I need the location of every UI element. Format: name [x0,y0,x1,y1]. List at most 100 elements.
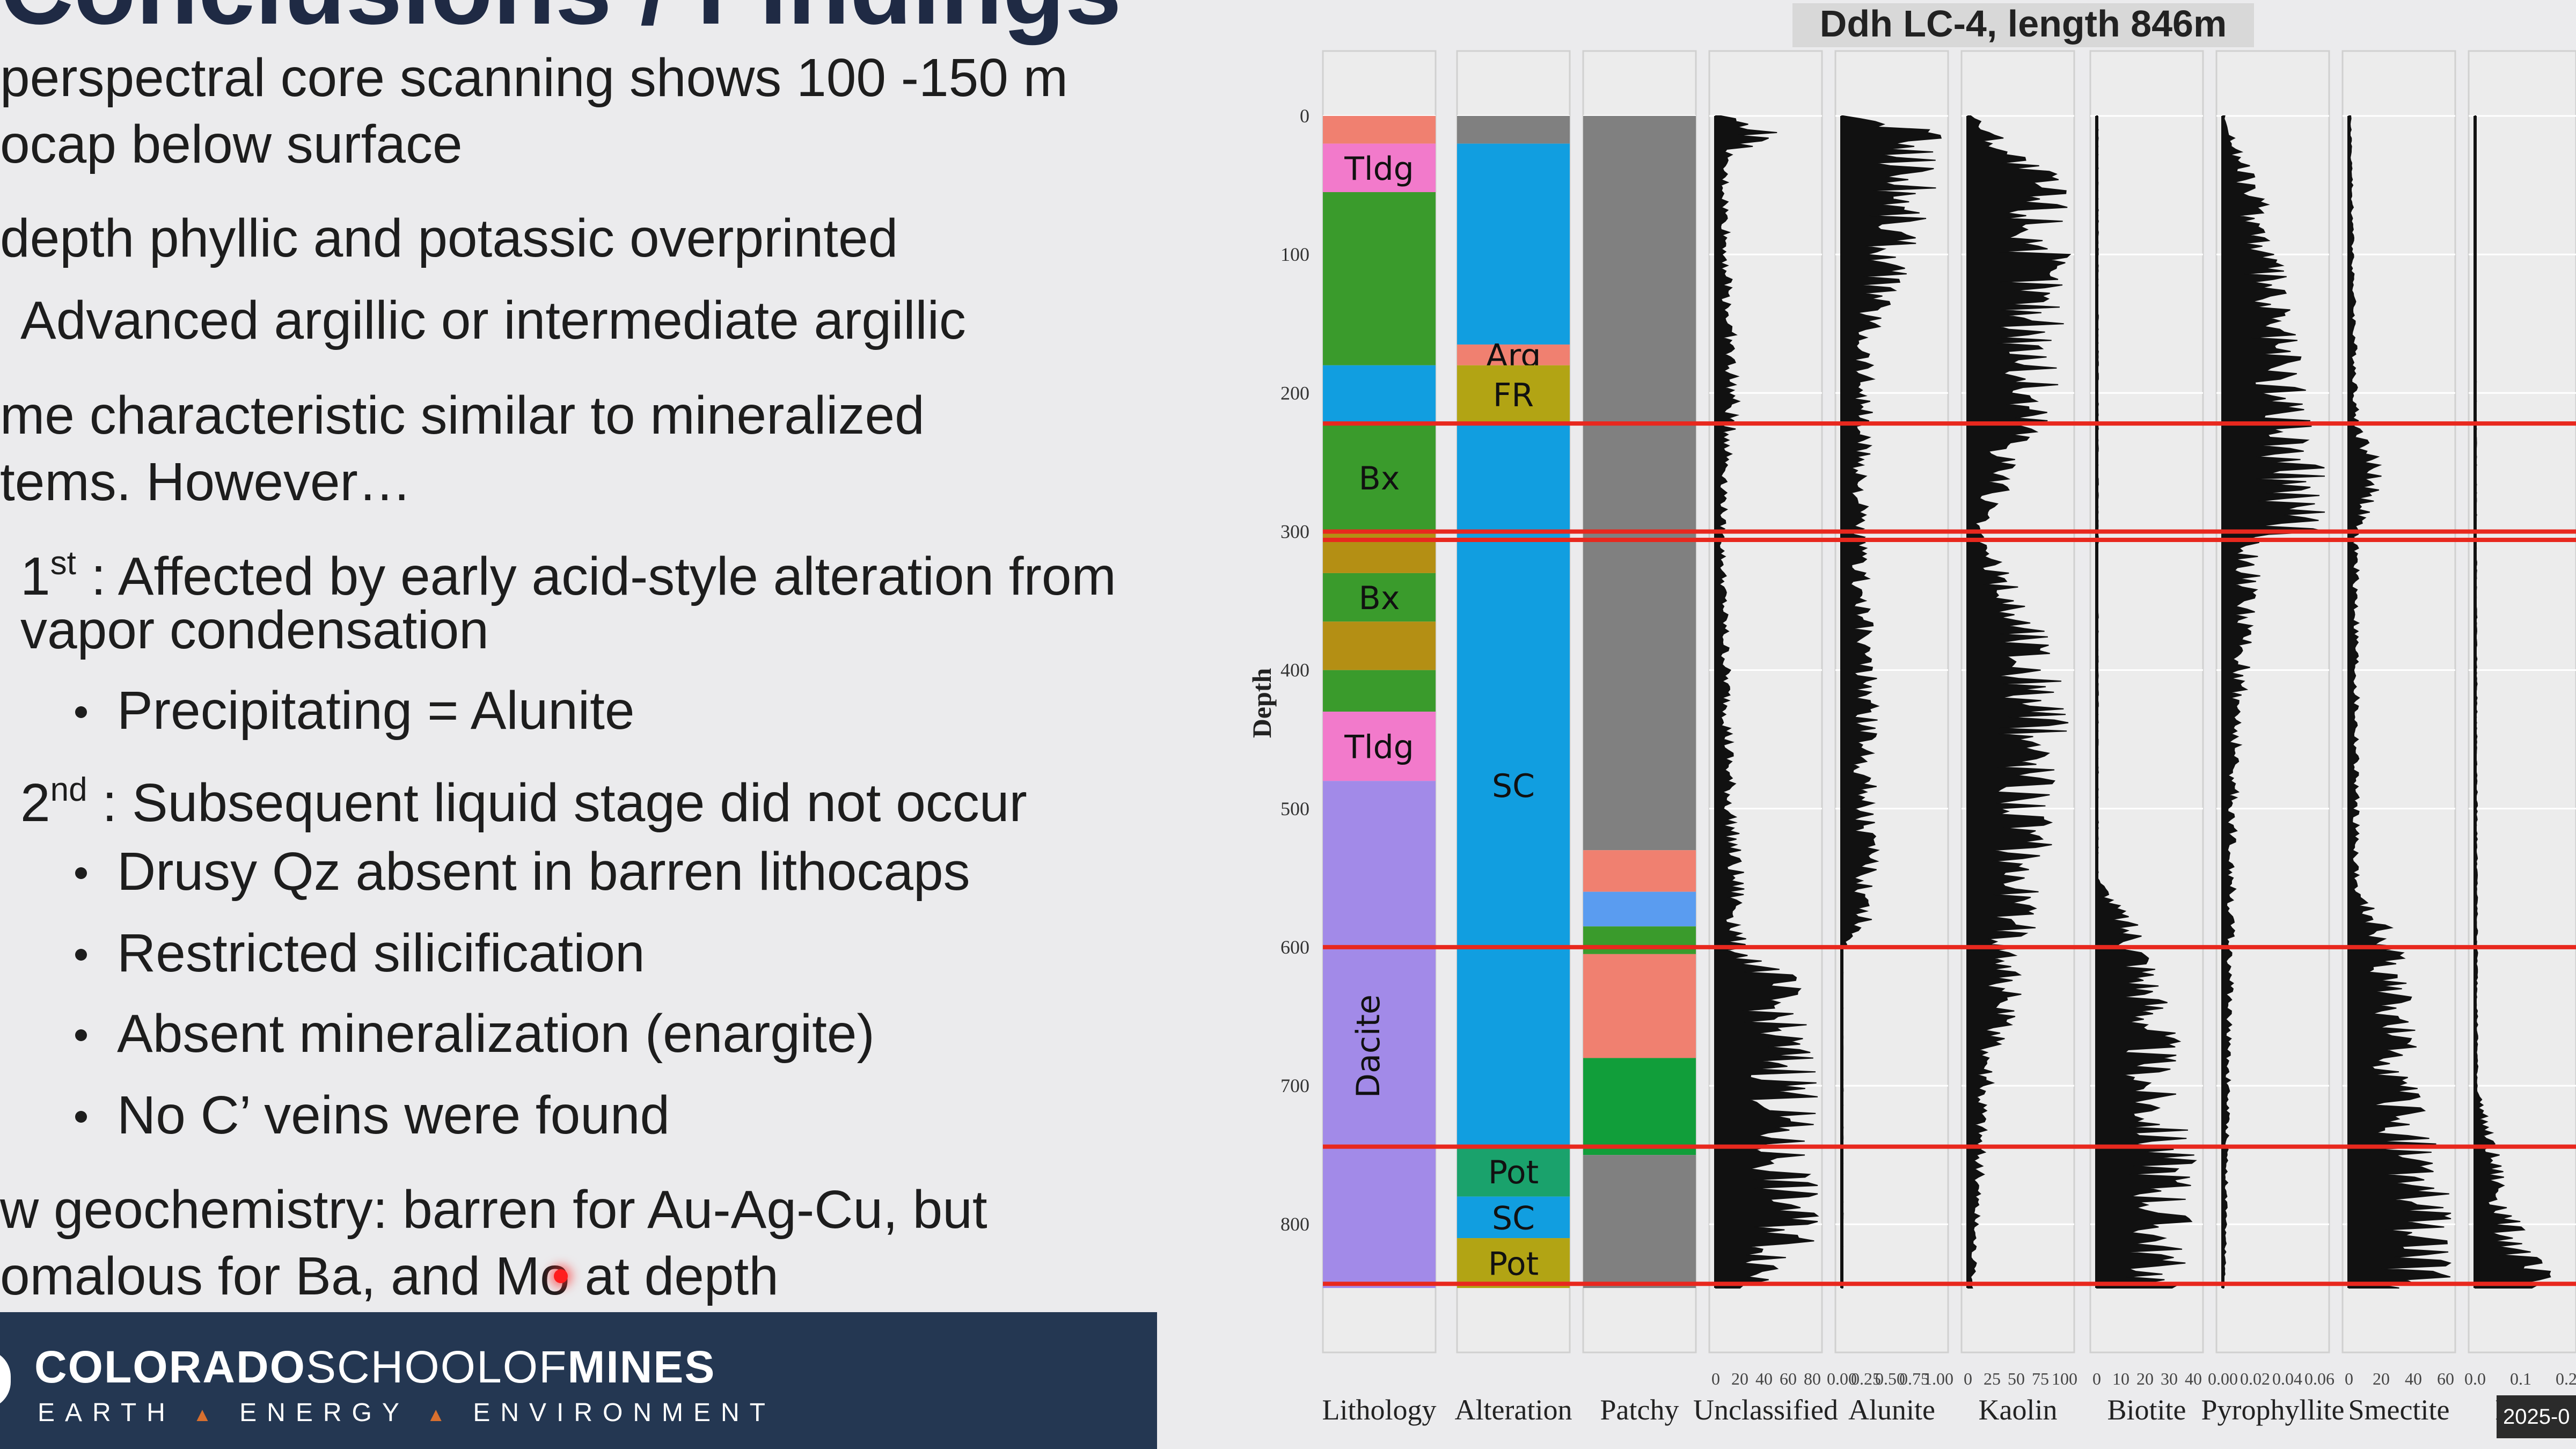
tag-energy: ENERGY [239,1399,409,1427]
interval-alteration [1457,423,1570,1147]
interval-alteration [1457,344,1570,365]
interval-label: SC [1492,1199,1535,1237]
curve-kaolin [1967,115,2072,1289]
chart-title: Ddh LC-4, length 846m [1820,3,2227,45]
triangle-icon: ▲ [426,1403,456,1425]
x-tick-label: 75 [2032,1369,2049,1388]
x-tick-label: 20 [2373,1369,2390,1388]
slide-title: Conclusions / Findings [0,0,1449,47]
bullet-text: Drusy Qz absent in barren lithocaps [117,841,970,902]
x-tick-label: 20 [2136,1369,2154,1388]
first-sup: st [50,545,76,582]
bullet-first-stage: 1st : Affected by early acid-style alter… [20,530,1116,610]
interval-label: SC [1492,767,1535,805]
first-num: 1 [20,546,50,606]
interval-alteration [1457,1238,1570,1288]
x-tick-label: 0.00 [2208,1369,2238,1388]
x-tick-label: 0.0 [2464,1369,2486,1388]
x-tick-label: 60 [2437,1369,2454,1388]
interval-label: Bx [1359,460,1400,497]
second-sup: nd [50,771,87,808]
y-tick-label: 700 [1280,1075,1309,1096]
bullet-text: Advanced argillic or intermediate argill… [20,290,966,350]
tag-earth: EARTH [38,1399,175,1427]
interval-lithology [1323,143,1436,192]
interval-label: Pot [1488,1154,1539,1191]
x-tick-label: 80 [1804,1369,1821,1388]
x-tick-label: 25 [1984,1369,2001,1388]
interval-alteration [1457,365,1570,424]
triangle-icon: ▲ [193,1403,222,1425]
interval-patchy [1583,1155,1696,1288]
bullet-text: w geochemistry: barren for Au-Ag-Cu, but [0,1180,987,1240]
bullet-dot-icon [75,949,87,961]
x-tick-label: 0.1 [2510,1369,2531,1388]
bullet-line: Restricted silicification [75,920,645,986]
bullet-text: Precipitating = Alunite [117,680,635,741]
interval-patchy [1583,891,1696,927]
x-tick-label: 10 [2112,1369,2129,1388]
column-title: Pyrophyllite [2201,1394,2345,1426]
second-num: 2 [20,773,50,833]
y-tick-label: 800 [1280,1213,1309,1235]
bullet-dot-icon [75,1111,87,1123]
interval-lithology [1323,192,1436,365]
interval-lithology [1323,712,1436,781]
bullet-line: Precipitating = Alunite [75,677,635,744]
x-tick-label: 50 [2008,1369,2025,1388]
curve-pyrophyllite [2222,115,2325,1289]
x-tick-label: 0.2 [2556,1369,2576,1388]
interval-lithology [1323,423,1436,532]
brand-colorado: COLORADO [34,1342,306,1392]
interval-lithology [1323,573,1436,622]
interval-alteration [1457,1196,1570,1239]
column-title: Alteration [1455,1394,1572,1426]
brand-tagline: EARTH ▲ ENERGY ▲ ENVIRONMENT [38,1398,775,1428]
y-tick-label: 400 [1280,660,1309,681]
bullet-dot-icon [75,867,87,879]
bullet-dot-icon [75,1029,87,1041]
interval-label: Pot [1488,1246,1539,1283]
interval-label: FR [1493,377,1534,414]
y-axis-label: Depth [1247,668,1277,738]
brand-mines: MINES [567,1342,716,1392]
interval-patchy [1583,1058,1696,1155]
interval-lithology [1323,621,1436,670]
x-tick-label: 100 [2052,1369,2077,1388]
column-title: Unclassified [1693,1394,1838,1426]
y-tick-label: 600 [1280,936,1309,958]
bullet-line: Absent mineralization (enargite) [75,1000,875,1067]
bullet-text: perspectral core scanning shows 100 -150… [0,48,1068,108]
bullet-line: tems. However… [0,449,412,515]
interval-lithology [1323,781,1436,1288]
bullet-line: ocap below surface [0,111,463,178]
column-title: Kaolin [1979,1394,2058,1426]
x-tick-label: 40 [2185,1369,2202,1388]
x-tick-label: 0.02 [2240,1369,2270,1388]
bullet-text: No C’ veins were found [117,1085,670,1145]
x-tick-label: 0.50 [1875,1369,1905,1388]
bullet-text: Absent mineralization (enargite) [117,1004,875,1064]
bullet-line: me characteristic similar to mineralized [0,382,925,449]
bullet-dot-icon [75,706,87,718]
x-tick-label: 0 [1964,1369,1972,1388]
interval-patchy [1583,116,1696,851]
interval-patchy [1583,850,1696,892]
interval-label: Tldg [1344,150,1414,188]
x-tick-label: 40 [1755,1369,1773,1388]
y-tick-label: 0 [1300,105,1309,127]
y-tick-label: 500 [1280,798,1309,819]
chart-title-bg [1792,3,2254,47]
interval-label: Bx [1359,580,1400,617]
x-tick-label: 1.00 [1923,1369,1953,1388]
bullet-line: omalous for Ba, and Mo at depth [0,1243,779,1309]
bullet-text: me characteristic similar to mineralized [0,385,925,445]
bullet-line: w geochemistry: barren for Au-Ag-Cu, but [0,1176,987,1243]
y-tick-label: 100 [1280,244,1309,265]
column-title: Alunite [1848,1394,1935,1426]
x-tick-label: 40 [2405,1369,2422,1388]
panel-illite [2468,50,2576,1353]
interval-patchy [1583,926,1696,954]
column-title: Smectite [2348,1394,2450,1426]
interval-patchy [1583,954,1696,1058]
